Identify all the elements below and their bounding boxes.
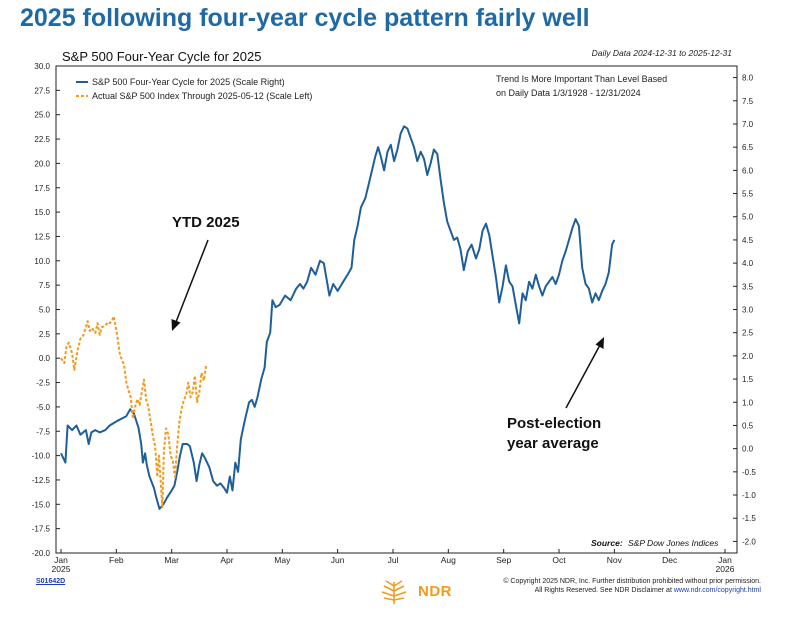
left-tick-label: 22.5 xyxy=(34,135,50,144)
left-tick-label: -2.5 xyxy=(36,379,50,388)
right-tick-label: 7.0 xyxy=(742,120,754,129)
annotation-ytd-arrow xyxy=(175,239,209,323)
chart-note-2: on Daily Data 1/3/1928 - 12/31/2024 xyxy=(496,88,641,98)
left-tick-label: 17.5 xyxy=(34,184,50,193)
chart-note-1: Trend Is More Important Than Level Based xyxy=(496,74,667,84)
right-tick-label: 1.0 xyxy=(742,398,754,407)
ndr-logo-icon xyxy=(381,580,407,604)
copyright-line2: All Rights Reserved. See NDR Disclaimer … xyxy=(534,587,672,594)
legend-label-actual: Actual S&P 500 Index Through 2025-05-12 … xyxy=(92,91,312,101)
left-tick-label: 12.5 xyxy=(34,232,50,241)
x-tick-label: Jan xyxy=(54,555,68,565)
series-actual xyxy=(60,315,207,509)
left-tick-label: -7.5 xyxy=(36,427,50,436)
x-tick-label: Apr xyxy=(220,555,233,565)
left-tick-label: 0.0 xyxy=(39,354,51,363)
x-tick-label: Sep xyxy=(496,555,511,565)
plot-frame xyxy=(55,65,738,554)
right-tick-label: -1.5 xyxy=(742,514,756,523)
x-tick-label: Oct xyxy=(552,555,566,565)
right-tick-label: -1.0 xyxy=(742,491,756,500)
annotation-post-election-line2: year average xyxy=(507,435,599,452)
headline: 2025 following four-year cycle pattern f… xyxy=(20,4,590,32)
annotation-ytd-label: YTD 2025 xyxy=(172,214,240,231)
x-tick-year: 2026 xyxy=(716,564,735,574)
left-tick-label: 20.0 xyxy=(34,159,50,168)
left-axis: 30.0 27.5 25.0 22.5 20.0 17.5 15.0 12.5 10.0 7.5 5… xyxy=(32,62,60,558)
left-tick-label: -5.0 xyxy=(36,403,50,412)
right-tick-label: 0.0 xyxy=(742,445,754,454)
left-tick-label: -15.0 xyxy=(32,500,51,509)
x-tick-label: Jun xyxy=(331,555,345,565)
right-tick-label: -0.5 xyxy=(742,468,756,477)
left-tick-label: 27.5 xyxy=(34,86,50,95)
left-tick-label: 7.5 xyxy=(39,281,51,290)
left-tick-label: 5.0 xyxy=(39,306,51,315)
left-tick-label: 10.0 xyxy=(34,257,50,266)
annotation-ytd: YTD 2025 xyxy=(171,214,240,331)
right-tick-label: 8.0 xyxy=(742,74,754,83)
source-label: Source: xyxy=(591,538,623,548)
right-tick-label: 6.0 xyxy=(742,166,754,175)
left-tick-label: -10.0 xyxy=(32,452,51,461)
x-tick-year: 2025 xyxy=(52,564,71,574)
annotation-ytd-arrowhead xyxy=(171,319,181,331)
x-tick-label: Dec xyxy=(662,555,678,565)
annotation-post-election-arrowhead xyxy=(595,337,604,349)
right-tick-label: 2.5 xyxy=(742,329,754,338)
x-tick-label: Mar xyxy=(164,555,179,565)
left-tick-label: -17.5 xyxy=(32,525,51,534)
right-tick-label: 7.5 xyxy=(742,97,754,106)
copyright-line2-wrap: All Rights Reserved. See NDR Disclaimer … xyxy=(421,586,761,595)
chart-title: S&P 500 Four-Year Cycle for 2025 xyxy=(62,49,261,64)
right-axis: 8.0 7.5 7.0 6.5 6.0 5.5 5.0 4.5 4.0 3.5 3.0 2.5 2.0 1… xyxy=(733,74,756,546)
legend: S&P 500 Four-Year Cycle for 2025 (Scale … xyxy=(76,77,312,101)
right-tick-label: 4.5 xyxy=(742,236,754,245)
left-tick-label: 25.0 xyxy=(34,111,50,120)
right-tick-label: 4.0 xyxy=(742,259,754,268)
right-tick-label: 5.5 xyxy=(742,190,754,199)
right-tick-label: 3.5 xyxy=(742,282,754,291)
left-tick-label: -20.0 xyxy=(32,549,51,558)
x-tick-label: Feb xyxy=(109,555,124,565)
left-tick-label: -12.5 xyxy=(32,476,51,485)
x-tick-label: Aug xyxy=(441,555,456,565)
x-tick-label: May xyxy=(274,555,291,565)
copyright-line1: © Copyright 2025 NDR, Inc. Further distr… xyxy=(503,578,761,585)
annotation-post-election-arrow xyxy=(565,344,601,409)
right-tick-label: 6.5 xyxy=(742,143,754,152)
chart-subtitle: Daily Data 2024-12-31 to 2025-12-31 xyxy=(592,48,733,58)
right-tick-label: -2.0 xyxy=(742,537,756,546)
right-tick-label: 5.0 xyxy=(742,213,754,222)
left-tick-label: 15.0 xyxy=(34,208,50,217)
series-cycle xyxy=(60,125,616,510)
series-line xyxy=(60,315,207,509)
annotation-post-election: Post-election year average xyxy=(507,337,604,452)
ndr-logo-text: NDR xyxy=(418,583,452,600)
right-tick-label: 3.0 xyxy=(742,306,754,315)
x-tick-label: Jan xyxy=(718,555,732,565)
legend-label-cycle: S&P 500 Four-Year Cycle for 2025 (Scale … xyxy=(92,77,285,87)
x-tick-label: Jul xyxy=(388,555,399,565)
reference-code[interactable]: S01642D xyxy=(36,578,66,585)
copyright: © Copyright 2025 NDR, Inc. Further distr… xyxy=(421,577,761,595)
source-text: S&P Dow Jones Indices xyxy=(628,538,719,548)
right-tick-label: 0.5 xyxy=(742,421,754,430)
left-tick-label: 2.5 xyxy=(39,330,51,339)
left-tick-label: 30.0 xyxy=(34,62,50,71)
annotation-post-election-line1: Post-election xyxy=(507,415,601,432)
x-tick-label: Nov xyxy=(607,555,623,565)
right-tick-label: 2.0 xyxy=(742,352,754,361)
series-line xyxy=(60,125,616,510)
copyright-link[interactable]: www.ndr.com/copyright.html xyxy=(673,587,761,594)
right-tick-label: 1.5 xyxy=(742,375,754,384)
